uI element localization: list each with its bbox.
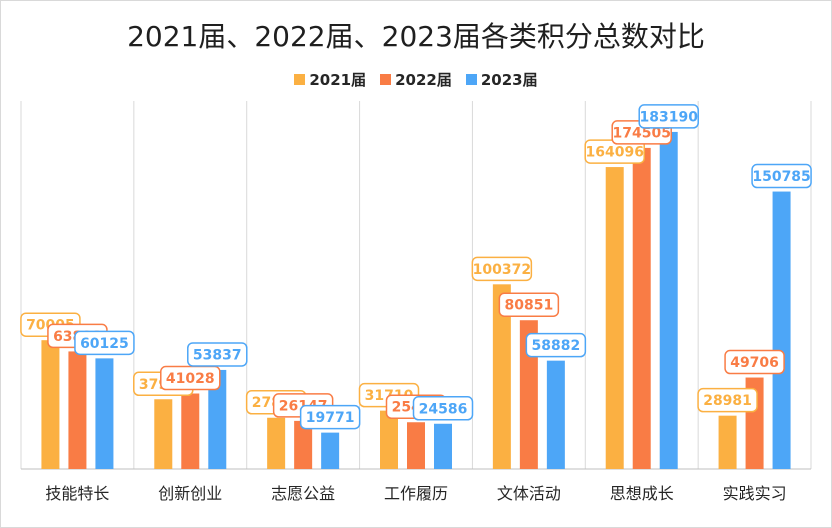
data-label-box [471,256,533,282]
legend-item-2023: 2023届 [465,69,538,90]
x-tick-label: 实践实习 [723,484,787,503]
data-label: 19771 [306,410,355,426]
bar [659,131,678,469]
x-tick-label: 文体活动 [497,484,561,503]
legend: 2021届 2022届 2023届 [1,69,831,90]
data-label-box [697,387,758,413]
data-label-box [751,163,812,189]
data-label-box [638,104,699,129]
data-label-box [187,342,248,367]
data-label: 150785 [752,169,810,185]
data-label-box [412,396,474,421]
bar [95,358,114,469]
bar [208,369,227,469]
data-label: 164096 [585,145,643,161]
bar [68,351,87,469]
bar [154,399,173,469]
data-label: 183190 [639,109,698,125]
legend-swatch-2023 [465,74,477,85]
data-label: 100372 [473,262,531,278]
legend-label-2021: 2021届 [309,71,367,89]
bar [294,420,313,469]
bar [380,410,398,469]
bar [321,432,340,469]
data-label: 58882 [531,338,580,354]
data-label: 49706 [730,355,779,371]
legend-swatch-2022 [380,74,392,85]
data-label: 24586 [419,401,468,417]
bar [546,360,565,469]
x-tick-label: 思想成长 [610,484,674,503]
bar [519,320,538,469]
bar [41,340,60,469]
data-label-box [724,349,785,375]
legend-item-2022: 2022届 [380,69,452,90]
bar [181,393,200,469]
data-label-box [498,292,560,317]
data-label: 174505 [612,125,670,141]
bar [267,417,286,469]
data-label: 60125 [80,336,129,352]
data-label: 41028 [166,371,215,387]
legend-label-2022: 2022届 [395,71,452,89]
data-label-box [160,365,221,391]
bar [772,191,791,469]
data-label: 28981 [703,393,752,409]
x-tick-label: 技能特长 [45,484,109,503]
data-label: 53837 [193,347,242,363]
bar [718,415,737,469]
bar [632,147,651,469]
legend-item-2021: 2021届 [294,69,366,90]
chart-title: 2021届、2022届、2023届各类积分总数对比 [127,20,705,53]
x-tick-label: 志愿公益 [271,484,335,503]
data-label: 80851 [504,298,553,314]
legend-swatch-2021 [294,74,306,85]
bar [492,284,511,469]
data-label-box [74,330,135,356]
bar [605,167,624,469]
data-label-box [525,332,587,358]
data-label-box [299,404,361,430]
bar [407,422,425,469]
x-tick-label: 创新创业 [158,484,222,503]
legend-label-2023: 2023届 [480,71,538,89]
bar [434,423,452,469]
x-tick-label: 工作履历 [384,484,448,503]
